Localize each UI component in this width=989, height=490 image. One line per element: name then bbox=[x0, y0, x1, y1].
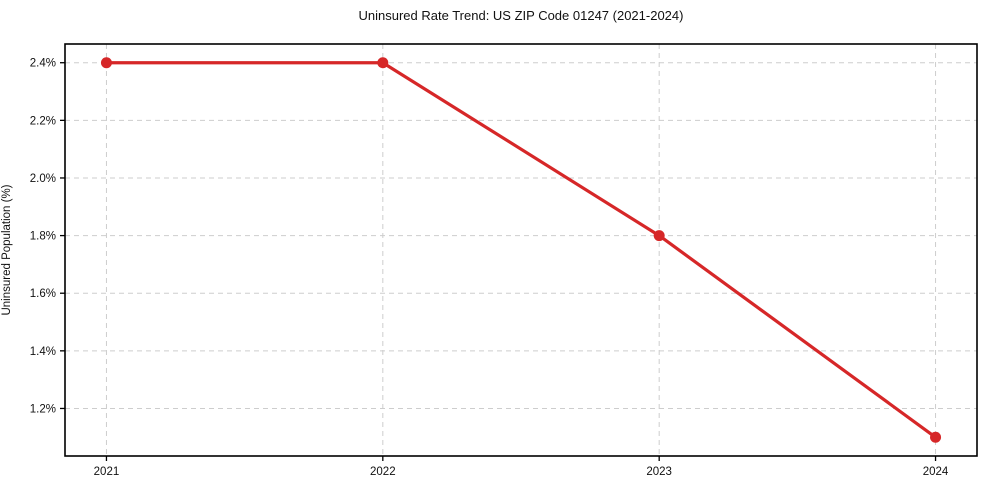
x-tick-label: 2024 bbox=[923, 466, 949, 478]
data-point-marker bbox=[653, 230, 665, 242]
data-point-marker bbox=[930, 431, 942, 443]
data-point-marker bbox=[100, 57, 112, 69]
y-tick-label: 2.4% bbox=[30, 58, 56, 70]
y-tick-label: 1.2% bbox=[30, 403, 56, 415]
data-point-marker bbox=[377, 57, 389, 69]
x-tick-label: 2023 bbox=[646, 466, 672, 478]
x-tick-label: 2021 bbox=[94, 466, 120, 478]
x-tick-label: 2022 bbox=[370, 466, 396, 478]
chart-title: Uninsured Rate Trend: US ZIP Code 01247 … bbox=[358, 8, 684, 23]
y-tick-label: 1.6% bbox=[30, 288, 56, 300]
y-tick-label: 1.8% bbox=[30, 231, 56, 243]
trend-line bbox=[104, 61, 938, 439]
y-tick-label: 1.4% bbox=[30, 346, 56, 358]
y-tick-label: 2.2% bbox=[30, 115, 56, 127]
plot-border bbox=[64, 43, 978, 457]
y-tick-label: 2.0% bbox=[30, 173, 56, 185]
